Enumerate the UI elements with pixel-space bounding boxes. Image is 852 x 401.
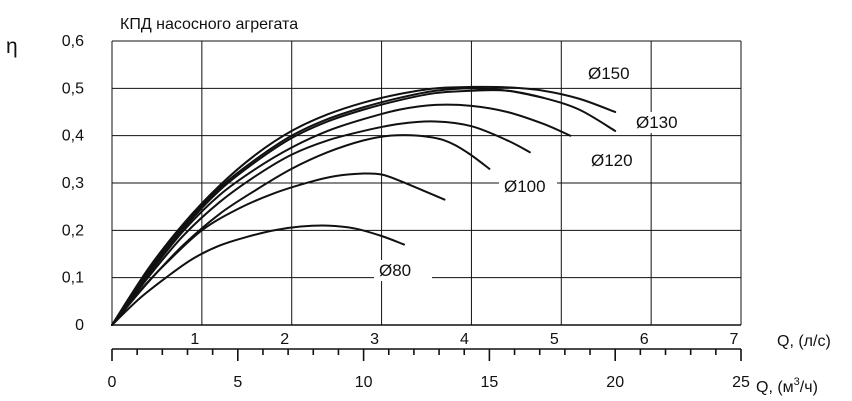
x2-tick-label: 20	[606, 374, 624, 391]
x-tick-label: 2	[280, 331, 289, 348]
x2-axis-label-prefix: Q, (м	[756, 379, 794, 396]
curve-label: Ø80	[379, 261, 411, 280]
y-tick-label: 0,5	[62, 80, 84, 97]
y-tick-label: 0,2	[62, 222, 84, 239]
efficiency-curves	[112, 87, 615, 325]
x-tick-label: 5	[550, 331, 559, 348]
curve-label: Ø100	[504, 177, 546, 196]
x2-axis-ticks: 0 5 10 15 20 25	[108, 349, 750, 391]
x-tick-label: 7	[730, 331, 739, 348]
x2-tick-label: 5	[233, 374, 242, 391]
grid	[112, 41, 741, 325]
x2-axis-label: Q, (м3/ч)	[756, 376, 818, 396]
curve-label: Ø150	[588, 64, 630, 83]
x-tick-label: 1	[190, 331, 199, 348]
x2-tick-label: 0	[108, 374, 117, 391]
chart-title: КПД насосного агрегата	[120, 16, 298, 33]
y-tick-label: 0,3	[62, 175, 84, 192]
y-tick-label: 0,4	[62, 128, 84, 145]
efficiency-curve	[112, 90, 615, 325]
y-axis-label: η	[6, 35, 18, 58]
x2-tick-label: 25	[732, 374, 750, 391]
y-tick-label: 0,6	[62, 33, 84, 50]
efficiency-curve	[112, 88, 543, 325]
y-tick-label: 0	[75, 317, 84, 334]
x2-tick-label: 10	[355, 374, 373, 391]
curve-label: Ø120	[591, 151, 633, 170]
x-tick-label: 3	[370, 331, 379, 348]
x-tick-label: 4	[460, 331, 469, 348]
x-axis-label: Q, (л/с)	[777, 333, 831, 350]
curve-label: Ø130	[636, 113, 678, 132]
x-tick-label: 6	[640, 331, 649, 348]
x2-tick-label: 15	[481, 374, 499, 391]
efficiency-curve	[112, 226, 404, 325]
x2-axis-label-suffix: /ч)	[800, 379, 818, 396]
y-tick-label: 0,1	[62, 270, 84, 287]
